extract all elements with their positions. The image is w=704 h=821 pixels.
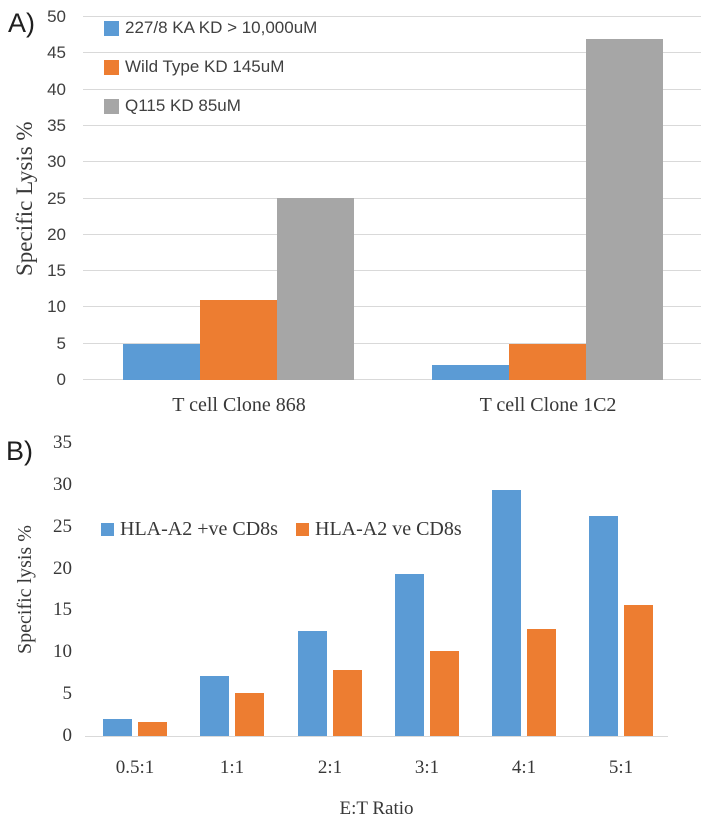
legend-swatch-blue-icon [101,523,114,536]
bar [235,693,264,736]
panel-a-label: A) [8,8,35,38]
gridline [83,124,701,126]
y-tick-label: 20 [47,224,66,244]
bar [138,722,167,736]
panel-a-plot-area [83,16,701,380]
bar [624,605,653,736]
y-tick-label: 35 [47,115,66,135]
category-label: 2:1 [317,757,343,778]
panel-b-x-axis-title: E:T Ratio [339,798,414,819]
legend-item: Wild Type KD 145uM [104,57,317,77]
bar [527,629,556,736]
legend-label: HLA-A2 +ve CD8s [120,518,278,540]
bar [200,300,277,380]
gridline [83,379,701,380]
bar [589,516,618,736]
panel-b-legend-item: HLA-A2 ve CD8s [296,518,462,541]
panel-b-plot-area [85,443,668,737]
bar [432,365,509,380]
panel-b-label: B) [6,436,33,466]
y-tick-label: 25 [53,515,72,537]
y-tick-label: 45 [47,43,66,63]
legend-label: HLA-A2 ve CD8s [315,518,462,540]
legend-label: Q115 KD 85uM [125,96,241,115]
legend-item: Q115 KD 85uM [104,96,317,116]
category-label: 4:1 [511,757,537,778]
category-label: 0.5:1 [115,757,155,778]
category-label: 1:1 [219,757,245,778]
panel-b-legend-item: HLA-A2 +ve CD8s [101,518,278,541]
bar [123,344,200,380]
y-tick-label: 5 [62,683,73,705]
y-tick-label: 20 [53,557,72,579]
legend-swatch-blue-icon [104,20,119,36]
y-tick-label: 30 [53,473,72,495]
bar [277,198,354,380]
y-tick-label: 15 [53,599,72,621]
x-axis-line [85,736,668,737]
y-tick-label: 30 [47,152,66,172]
y-tick-label: 0 [62,725,73,746]
gridline [83,88,701,90]
bar [395,574,424,736]
y-tick-label: 25 [47,188,66,208]
gridline [83,306,701,308]
panel-a-legend: 227/8 KA KD > 10,000uM Wild Type KD 145u… [104,18,317,135]
bar [430,651,459,736]
legend-swatch-orange-icon [296,523,309,536]
category-label: T cell Clone 1C2 [479,394,617,416]
bar [200,676,229,736]
gridline [83,52,701,54]
y-tick-label: 40 [47,79,66,99]
bar [298,631,327,736]
gridline [83,233,701,235]
y-tick-label: 5 [56,333,66,353]
gridline [83,270,701,272]
y-tick-label: 10 [53,641,72,663]
y-tick-label: 50 [47,7,66,26]
y-tick-label: 0 [56,370,66,389]
bar [333,670,362,736]
bar [492,490,521,736]
y-tick-label: 10 [47,297,66,317]
y-tick-label: 15 [47,261,66,281]
y-tick-label: 35 [53,432,72,453]
gridline [83,197,701,199]
category-label: 3:1 [414,757,440,778]
bar [103,719,132,736]
bar [586,39,663,380]
gridline [83,161,701,163]
legend-label: 227/8 KA KD > 10,000uM [125,18,318,37]
gridline [83,16,701,17]
legend-label: Wild Type KD 145uM [125,57,285,76]
legend-swatch-orange-icon [104,59,119,75]
category-label: T cell Clone 868 [172,394,306,416]
legend-item: 227/8 KA KD > 10,000uM [104,18,317,38]
category-label: 5:1 [608,757,634,778]
bar [509,344,586,380]
gridline [83,342,701,344]
legend-swatch-gray-icon [104,98,119,114]
